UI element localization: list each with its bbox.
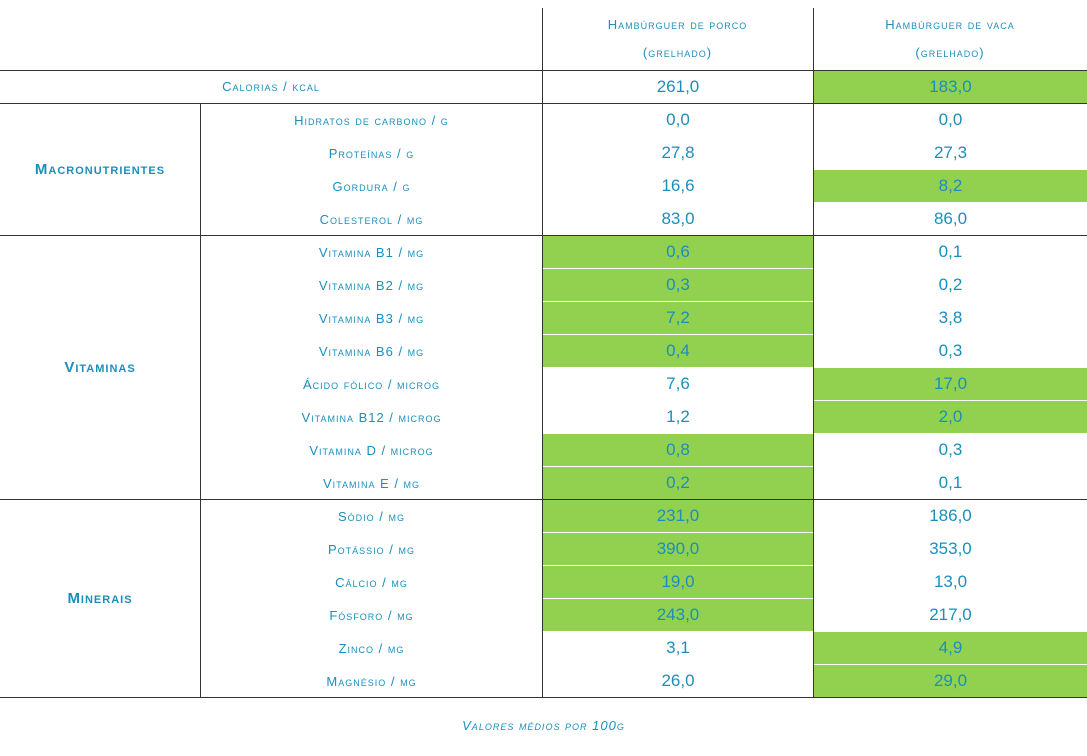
pork-value: 0,0 [666, 110, 690, 129]
nutrient-label: Magnésio / mg [326, 673, 417, 689]
nutrient-label: Potássio / mg [327, 541, 415, 557]
pork-value: 16,6 [661, 176, 695, 195]
beef-value: 29,0 [814, 665, 1087, 697]
beef-column-divider [813, 8, 814, 697]
pork-value: 0,3 [543, 269, 813, 301]
beef-value: 0,3 [938, 341, 963, 360]
pork-column-divider [542, 8, 543, 697]
pork-value: 3,1 [666, 638, 690, 657]
nutrient-label: Vitamina E / mg [322, 475, 421, 491]
group-label: Macronutrientes [34, 161, 166, 178]
nutrient-label: Fósforo / mg [329, 607, 414, 623]
pork-value: 0,8 [543, 434, 813, 466]
pork-value: 26,0 [661, 671, 695, 690]
header-beef-line2: (grelhado) [915, 45, 985, 60]
pork-value: 0,2 [543, 467, 813, 499]
header-pork: Hambúrguer de porco (grelhado) [542, 8, 813, 70]
beef-value: 217,0 [929, 605, 972, 624]
group-divider [0, 499, 1087, 500]
nutrient-label: Vitamina B6 / mg [318, 343, 425, 359]
beef-value: 86,0 [933, 209, 968, 228]
row-divider [0, 103, 1087, 104]
pork-value: 390,0 [543, 533, 813, 565]
calories-beef-value: 183,0 [814, 70, 1087, 103]
pork-value: 7,6 [666, 374, 690, 393]
pork-value: 19,0 [543, 566, 813, 598]
nutrient-label: Cálcio / mg [335, 574, 408, 590]
beef-value: 0,1 [938, 242, 963, 261]
label-column-divider [200, 499, 201, 697]
pork-value: 1,2 [666, 407, 690, 426]
beef-value: 13,0 [933, 572, 968, 591]
beef-value: 353,0 [929, 539, 972, 558]
row-divider [0, 70, 1087, 71]
nutrient-label: Gordura / g [332, 178, 411, 194]
nutrient-label: Hidratos de carbono / g [294, 112, 449, 128]
nutrient-label: Vitamina B3 / mg [318, 310, 425, 326]
beef-value: 0,2 [938, 275, 963, 294]
label-column-divider [200, 235, 201, 499]
beef-value: 27,3 [933, 143, 968, 162]
pork-value: 27,8 [661, 143, 695, 162]
nutrient-label: Sódio / mg [337, 508, 405, 524]
group-label: Minerais [67, 590, 133, 607]
pork-value: 0,6 [543, 236, 813, 268]
nutrient-label: Vitamina B2 / mg [318, 277, 425, 293]
footer-note: Valores médios por 100g [462, 718, 625, 733]
pork-value: 231,0 [543, 500, 813, 532]
beef-value: 186,0 [929, 506, 972, 525]
beef-value: 0,1 [938, 473, 963, 492]
nutrient-label: Vitamina B1 / mg [318, 244, 425, 260]
beef-value: 8,2 [814, 170, 1087, 202]
nutrient-label: Colesterol / mg [319, 211, 424, 227]
beef-value: 0,3 [938, 440, 963, 459]
nutrient-label: Vitamina B12 / microg [301, 409, 442, 425]
label-column-divider [200, 103, 201, 235]
nutrient-label: Proteínas / g [328, 145, 415, 161]
beef-value: 17,0 [814, 368, 1087, 400]
beef-value: 3,8 [938, 308, 963, 327]
header-pork-line1: Hambúrguer de porco [607, 17, 748, 32]
group-label: Vitaminas [64, 359, 136, 376]
group-divider [0, 235, 1087, 236]
nutrient-label: Vitamina D / microg [309, 442, 434, 458]
header-beef-line1: Hambúrguer de vaca [885, 17, 1015, 32]
pork-value: 83,0 [661, 209, 695, 228]
calories-pork-value: 261,0 [656, 76, 700, 96]
pork-value: 243,0 [543, 599, 813, 631]
header-pork-line2: (grelhado) [642, 45, 713, 60]
pork-value: 0,4 [543, 335, 813, 367]
pork-value: 7,2 [543, 302, 813, 334]
beef-value: 0,0 [938, 110, 963, 129]
nutrient-label: Zinco / mg [338, 640, 405, 656]
beef-value: 2,0 [814, 401, 1087, 433]
group-divider [0, 697, 1087, 698]
beef-value: 4,9 [814, 632, 1087, 664]
calories-label: Calorias / kcal [222, 79, 320, 94]
nutrient-label: Ácido fólico / microg [302, 376, 441, 392]
header-beef: Hambúrguer de vaca (grelhado) [813, 8, 1087, 70]
